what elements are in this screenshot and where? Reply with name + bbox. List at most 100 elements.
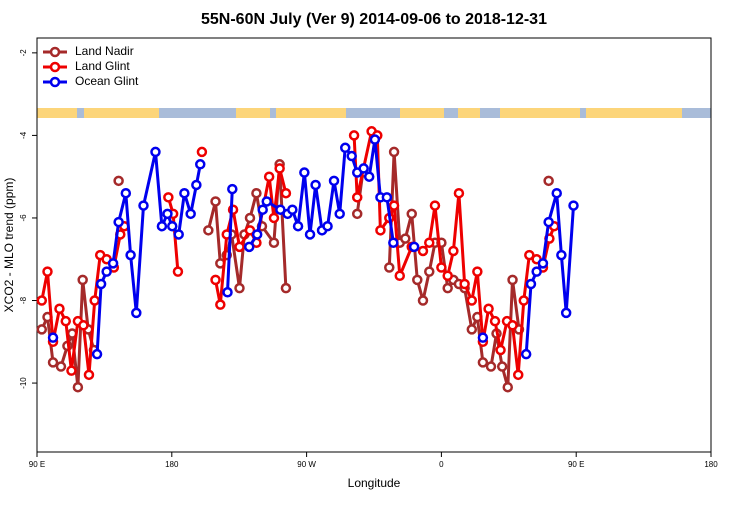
data-point xyxy=(251,187,262,199)
data-point xyxy=(292,220,304,232)
data-point xyxy=(268,212,280,224)
data-point xyxy=(568,200,579,211)
data-point xyxy=(502,381,514,393)
data-point xyxy=(394,270,406,282)
data-point xyxy=(310,179,321,191)
data-point xyxy=(384,262,395,273)
data-point xyxy=(328,175,340,187)
data-point xyxy=(196,146,208,158)
data-point xyxy=(406,208,417,220)
data-point xyxy=(304,229,316,240)
data-point xyxy=(556,249,567,261)
data-point xyxy=(156,220,168,232)
data-point xyxy=(472,266,483,277)
data-point xyxy=(36,324,48,335)
series-line xyxy=(40,128,556,375)
data-point xyxy=(263,171,275,182)
data-point xyxy=(334,208,345,220)
data-point xyxy=(191,179,202,191)
data-point xyxy=(131,307,142,319)
data-point xyxy=(424,237,435,248)
data-point xyxy=(210,196,221,207)
data-point xyxy=(483,303,494,315)
data-point xyxy=(299,167,310,178)
data-point xyxy=(138,200,149,211)
data-point xyxy=(524,249,535,261)
chart-title: 55N-60N July (Ver 9) 2014-09-06 to 2018-… xyxy=(201,11,547,28)
data-point xyxy=(274,163,285,174)
data-point xyxy=(173,229,184,240)
data-point xyxy=(453,187,465,199)
data-point xyxy=(351,208,363,220)
data-point xyxy=(388,237,399,248)
data-point xyxy=(466,324,478,335)
data-point xyxy=(417,245,429,257)
data-point xyxy=(369,134,381,145)
data-point xyxy=(107,258,119,269)
data-point xyxy=(512,369,524,381)
data-point xyxy=(408,241,420,253)
data-point xyxy=(179,187,190,199)
data-point xyxy=(375,225,386,236)
data-point xyxy=(203,225,214,236)
legend-marker xyxy=(49,61,61,73)
data-point xyxy=(66,365,77,376)
data-point xyxy=(77,274,88,286)
data-point xyxy=(234,282,245,294)
data-point xyxy=(518,295,530,306)
data-point xyxy=(442,270,453,282)
data-point xyxy=(162,208,173,220)
data-point xyxy=(251,229,263,240)
data-point xyxy=(55,361,67,372)
data-point xyxy=(78,320,89,331)
data-point xyxy=(560,307,572,319)
y-tick-label: -4 xyxy=(19,131,28,139)
legend-label: Land Glint xyxy=(75,59,130,73)
data-point xyxy=(280,187,292,199)
data-point xyxy=(287,204,298,215)
data-point xyxy=(507,274,518,286)
data-point xyxy=(47,332,59,343)
data-point xyxy=(243,241,255,253)
data-point xyxy=(351,192,363,203)
data-point xyxy=(95,278,107,290)
data-point xyxy=(54,303,65,315)
data-point xyxy=(244,212,256,224)
data-point xyxy=(322,220,333,232)
data-point xyxy=(101,266,112,277)
legend-marker xyxy=(49,76,61,88)
data-point xyxy=(234,241,245,253)
data-point xyxy=(363,171,375,182)
y-tick-label: -8 xyxy=(19,296,28,304)
data-point xyxy=(215,299,226,310)
x-tick-label: 90 E xyxy=(29,460,45,469)
data-point xyxy=(429,200,441,211)
x-tick-label: 90 W xyxy=(297,460,316,469)
data-point xyxy=(537,258,549,269)
x-tick-label: 180 xyxy=(704,460,718,469)
legend-marker xyxy=(49,46,61,58)
data-point xyxy=(125,249,136,261)
surface-strip xyxy=(37,108,711,118)
data-point xyxy=(346,150,357,162)
data-point xyxy=(227,183,238,195)
x-axis-label: Longitude xyxy=(348,476,401,490)
data-point xyxy=(172,266,184,277)
data-point xyxy=(89,295,100,306)
data-point xyxy=(459,278,470,290)
y-tick-label: -6 xyxy=(19,214,28,222)
data-point xyxy=(477,332,489,343)
series-line xyxy=(95,139,575,355)
data-point xyxy=(166,220,178,232)
data-point xyxy=(210,274,221,286)
data-point xyxy=(47,357,59,368)
data-point xyxy=(358,163,369,174)
data-point xyxy=(163,192,174,203)
x-tick-label: 180 xyxy=(165,460,179,469)
legend-label: Land Nadir xyxy=(75,44,134,58)
data-point xyxy=(381,192,393,203)
x-tick-label: 0 xyxy=(439,460,444,469)
data-point xyxy=(339,142,351,154)
data-point xyxy=(520,348,532,360)
